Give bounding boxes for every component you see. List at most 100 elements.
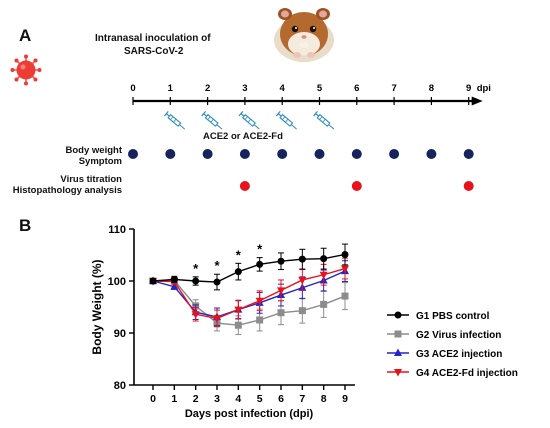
virus-titration-dot — [239, 181, 250, 191]
legend-label: G4 ACE2-Fd injection — [416, 368, 518, 379]
treatment-label: ACE2 or ACE2-Fd — [203, 131, 283, 142]
legend-marker — [394, 311, 402, 319]
row1-label-line2: Symptom — [78, 156, 122, 167]
series-line — [152, 253, 346, 283]
x-axis-label: Days post infection (dpi) — [185, 408, 314, 420]
data-point — [277, 309, 285, 317]
x-tick-label: 2 — [193, 393, 199, 405]
experiment-title: Intranasal inoculation of SARS-CoV-2 — [95, 32, 211, 58]
virus-icon — [10, 54, 42, 86]
y-tick-label: 110 — [108, 224, 126, 236]
chart-axes: 80 90 100 110 0 1 2 3 4 5 6 7 8 9 Days post infection … — [90, 224, 355, 420]
syringe-icon — [201, 110, 223, 130]
timeline-tick-label: 6 — [354, 83, 359, 94]
experiment-title-line1: Intranasal inoculation of — [95, 33, 211, 44]
body-weight-dot — [277, 149, 288, 159]
body-weight-dot — [202, 149, 213, 159]
data-point — [234, 306, 243, 315]
data-point — [298, 307, 306, 315]
data-point — [298, 276, 307, 285]
data-point — [234, 268, 242, 276]
virus-titration-dot — [351, 181, 362, 191]
hamster-image — [274, 8, 334, 62]
significance-marker: * — [257, 242, 263, 257]
x-tick-label: 3 — [214, 393, 220, 405]
data-point — [170, 275, 178, 283]
data-point — [213, 315, 221, 323]
x-tick-label: 8 — [321, 393, 327, 405]
data-point — [320, 255, 328, 263]
x-tick-label: 6 — [278, 393, 284, 405]
data-point — [256, 316, 264, 324]
timeline-tick-label: 1 — [168, 83, 174, 94]
experiment-title-line2: SARS-CoV-2 — [124, 46, 184, 57]
timeline-tick-label: 5 — [317, 83, 323, 94]
syringe-icon — [238, 110, 260, 130]
data-point — [149, 277, 157, 285]
legend-label: G2 Virus infection — [416, 330, 501, 341]
data-point — [298, 255, 306, 263]
row1-label-line1: Body weight — [65, 145, 122, 156]
syringe-icon — [275, 110, 297, 130]
y-tick-label: 100 — [108, 276, 126, 288]
virus-titration-dot — [463, 181, 474, 191]
x-tick-label: 7 — [299, 393, 305, 405]
series-line — [152, 267, 346, 320]
row1-label: Body weight Symptom — [66, 145, 122, 167]
x-tick-label: 0 — [150, 393, 156, 405]
series-3 — [149, 260, 349, 327]
series-line — [152, 270, 346, 318]
body-weight-dot — [351, 149, 362, 159]
data-point — [277, 257, 285, 265]
series-line — [152, 279, 346, 326]
data-point — [341, 265, 349, 274]
data-point — [277, 287, 285, 295]
timeline-arrow-icon — [471, 96, 483, 106]
timeline-unit: dpi — [477, 83, 491, 94]
row2-label: Virus titration Histopathology analysis — [13, 174, 122, 196]
panel-a-letter: A — [19, 26, 32, 45]
data-point — [319, 271, 328, 280]
timeline-tick-label: 8 — [429, 83, 434, 94]
legend-marker — [394, 330, 402, 338]
body-weight-dot — [463, 149, 474, 159]
body-weight-dot — [128, 149, 138, 159]
body-weight-dot — [389, 149, 400, 159]
timeline-tick-label: 7 — [391, 83, 396, 94]
chart-legend: G1 PBS control G2 Virus infection G3 ACE2 … — [387, 311, 518, 379]
row2-label-line2: Histopathology analysis — [12, 185, 122, 196]
data-point — [256, 260, 264, 268]
body-weight-dot — [165, 149, 176, 159]
x-tick-label: 4 — [235, 393, 241, 405]
y-tick-label: 80 — [114, 380, 126, 392]
timeline: 0 1 2 3 4 5 6 7 8 9 dpi — [128, 83, 491, 191]
timeline-tick-label: 4 — [280, 83, 286, 94]
y-tick-label: 90 — [114, 328, 126, 340]
panel-b-letter: B — [19, 216, 32, 235]
body-weight-dot — [239, 149, 250, 159]
syringe-icon — [313, 110, 335, 130]
significance-marker: * — [236, 247, 242, 262]
series-1 — [149, 243, 349, 291]
data-point — [213, 278, 221, 286]
timeline-tick-label: 2 — [205, 83, 210, 94]
significance-marker: * — [214, 258, 220, 273]
timeline-tick-label: 9 — [466, 83, 471, 94]
significance-marker: * — [193, 261, 199, 276]
data-point — [192, 277, 200, 285]
x-tick-label: 1 — [171, 393, 177, 405]
x-tick-label: 9 — [342, 393, 348, 405]
syringe-icon — [163, 110, 186, 130]
data-point — [255, 297, 264, 306]
data-point — [320, 300, 328, 308]
legend-label: G1 PBS control — [416, 311, 490, 322]
body-weight-dot — [426, 149, 437, 159]
timeline-tick-label: 3 — [242, 83, 247, 94]
timeline-tick-label: 0 — [130, 83, 135, 94]
y-axis-label: Body Weight (%) — [90, 259, 104, 354]
data-point — [341, 292, 349, 300]
legend-label: G3 ACE2 injection — [416, 349, 502, 360]
data-point — [341, 250, 349, 258]
body-weight-dot — [314, 149, 325, 159]
